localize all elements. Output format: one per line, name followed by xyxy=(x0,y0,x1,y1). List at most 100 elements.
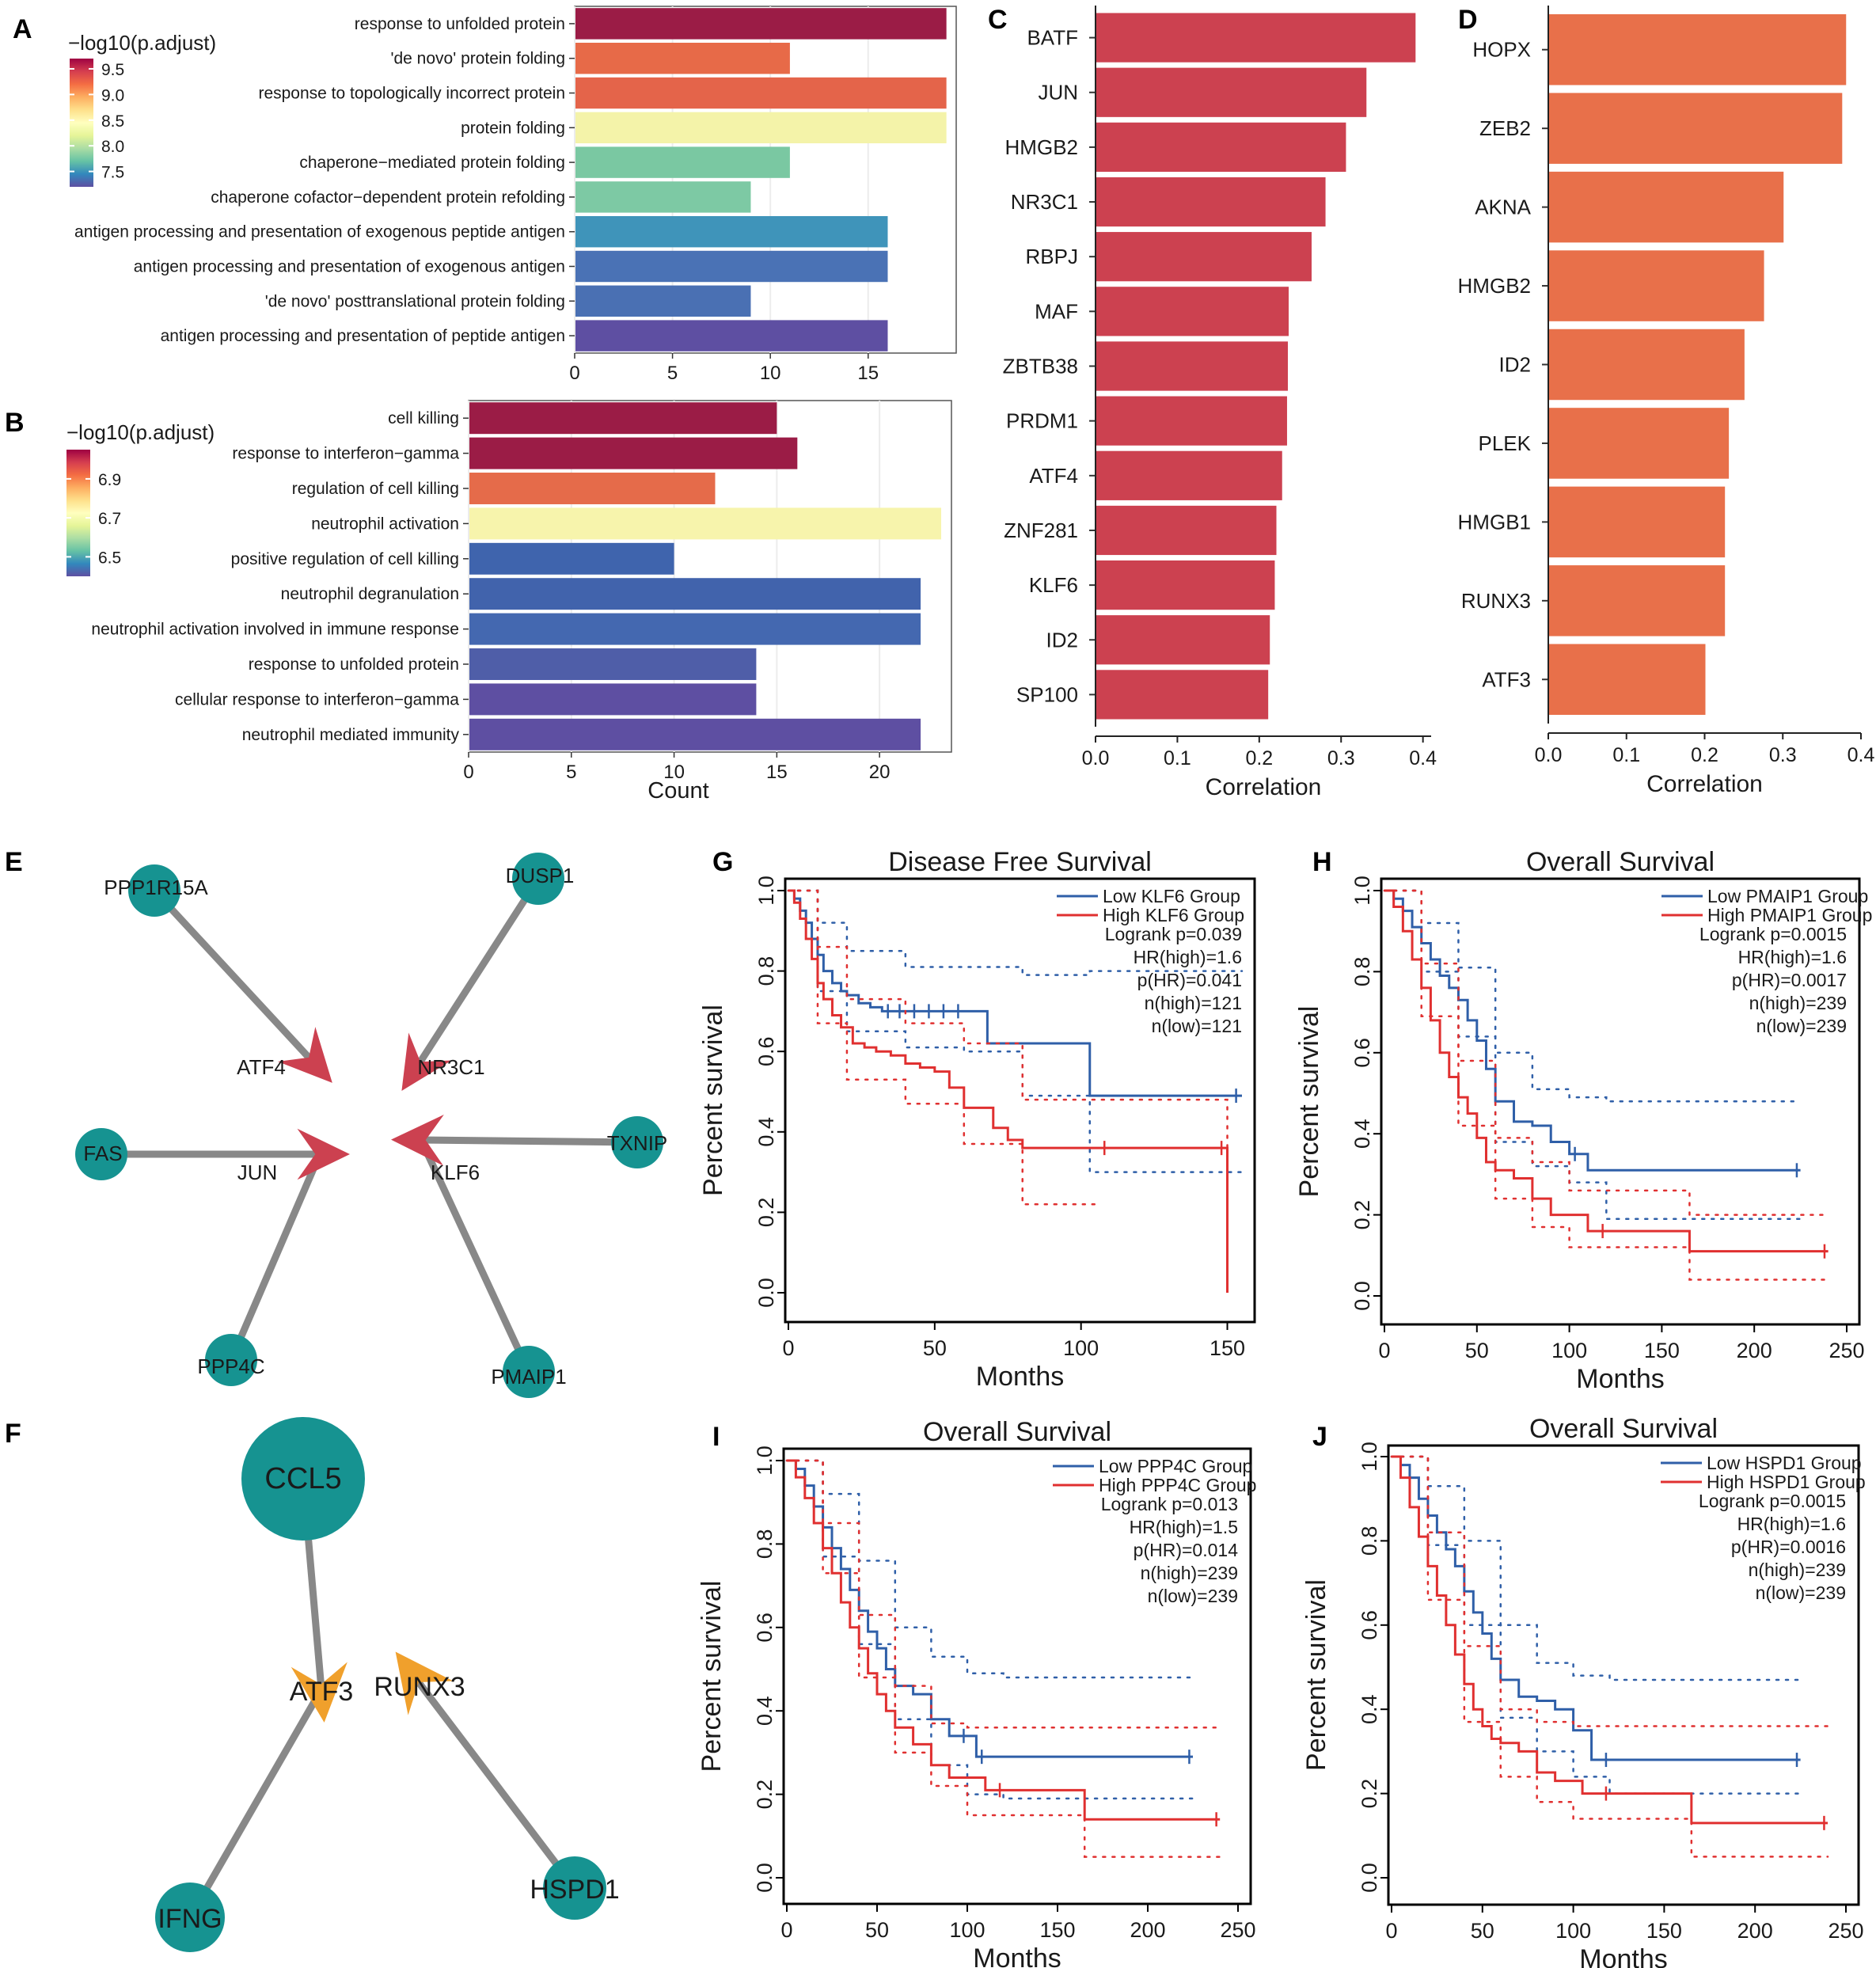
gene-label: ATF4 xyxy=(1029,464,1078,488)
x-tick-label: 10 xyxy=(760,363,781,384)
bar-5 xyxy=(469,542,674,575)
panel-f: CCL5 IFNG HSPD1 ATF3 RUNX3 xyxy=(155,1417,620,1952)
category-label: cell killing xyxy=(388,409,459,427)
legend-title: −log10(p.adjust) xyxy=(68,31,216,55)
plot-frame xyxy=(782,1447,1252,1905)
x-tick-label: 100 xyxy=(1551,1339,1587,1362)
category-label: protein folding xyxy=(461,119,565,137)
x-tick-label: 50 xyxy=(1465,1339,1489,1362)
x-tick-label: 10 xyxy=(663,762,685,783)
y-tick-label: 0.8 xyxy=(1358,1526,1381,1556)
y-axis-label: Percent survival xyxy=(1294,1006,1324,1198)
node-ccl5 xyxy=(241,1417,365,1541)
node-label: RUNX3 xyxy=(374,1672,465,1702)
y-tick-label: 0.6 xyxy=(1350,1038,1374,1068)
bar-4 xyxy=(469,507,942,540)
panel-h: Overall Survival 0 50 100 150 200 250 0.0 0.2 0.4… xyxy=(1294,847,1872,1394)
ci-upper-high xyxy=(1383,889,1829,1216)
panel-a: response to unfolded protein 'de novo' pr… xyxy=(68,6,957,384)
y-tick-label: 0.0 xyxy=(1358,1863,1381,1893)
legend-label: High PMAIP1 Group xyxy=(1707,905,1872,925)
x-tick-label: 50 xyxy=(923,1336,947,1360)
x-tick-label: 5 xyxy=(566,762,576,783)
y-axis-label: Percent survival xyxy=(1301,1579,1331,1771)
x-tick-label: 0 xyxy=(782,1336,794,1360)
x-tick-label: 150 xyxy=(1644,1339,1680,1362)
category-label: antigen processing and presentation of e… xyxy=(74,223,565,241)
x-tick-label: 250 xyxy=(1220,1918,1255,1942)
node-label: PPP4C xyxy=(197,1354,264,1378)
y-tick-label: 0.4 xyxy=(1350,1119,1374,1149)
survival-curve-high xyxy=(1384,889,1829,1253)
x-tick-label: 150 xyxy=(1210,1336,1245,1360)
stat-label: n(low)=239 xyxy=(1148,1586,1238,1606)
bar-batf xyxy=(1096,13,1416,63)
y-tick-label: 0.2 xyxy=(1358,1779,1381,1809)
y-tick-label: 0.0 xyxy=(753,1863,777,1893)
ci-upper-low xyxy=(785,1459,1194,1679)
bar-maf xyxy=(1096,287,1289,336)
bar-id2 xyxy=(1096,615,1270,665)
node-label: IFNG xyxy=(158,1904,222,1934)
category-label: response to interferon−gamma xyxy=(232,445,459,463)
bar-10 xyxy=(469,718,921,750)
stat-label: HR(high)=1.6 xyxy=(1134,947,1242,967)
ci-lower-high xyxy=(1383,889,1829,1281)
survival-curve-low xyxy=(1384,889,1801,1172)
y-tick-label: 1.0 xyxy=(753,1446,777,1476)
edge-txnip-klf6 xyxy=(420,1136,638,1146)
node-ppp1r15a xyxy=(128,864,180,917)
x-axis-label: Months xyxy=(1579,1944,1668,1968)
node-label: ATF3 xyxy=(290,1677,354,1707)
x-axis-label: Months xyxy=(973,1943,1061,1968)
bar-sp100 xyxy=(1096,670,1269,720)
legend-tick-label: 6.9 xyxy=(98,471,121,489)
gene-label: RUNX3 xyxy=(1461,589,1531,613)
bar-hmgb2 xyxy=(1549,250,1764,321)
x-tick-label: 100 xyxy=(1555,1919,1591,1943)
x-tick-label: 0 xyxy=(463,762,473,783)
bar-4 xyxy=(575,112,947,144)
bar-9 xyxy=(469,683,757,716)
gene-label: ZEB2 xyxy=(1479,116,1531,140)
panel-label-e: E xyxy=(5,847,23,877)
bar-1 xyxy=(469,402,777,435)
panel-label-a: A xyxy=(13,14,32,44)
y-tick-label: 1.0 xyxy=(754,876,778,906)
node-klf6 xyxy=(391,1115,444,1166)
category-label: antigen processing and presentation of p… xyxy=(161,327,565,345)
panel-g: Disease Free Survival 0 50 100 150 0.0 0.2 0.4 0… xyxy=(698,847,1256,1392)
gene-label: KLF6 xyxy=(1029,573,1078,597)
y-tick-label: 1.0 xyxy=(1350,876,1374,906)
node-label: PPP1R15A xyxy=(104,876,208,899)
stat-label: p(HR)=0.041 xyxy=(1137,970,1242,990)
panel-label-j: J xyxy=(1312,1422,1327,1452)
gene-label: AKNA xyxy=(1475,196,1531,219)
x-axis-label: Months xyxy=(1576,1364,1665,1394)
x-tick-label: 0.3 xyxy=(1769,744,1797,766)
bar-10 xyxy=(575,320,888,351)
bar-8 xyxy=(469,648,757,680)
stat-label: n(high)=239 xyxy=(1749,1560,1846,1580)
legend-tick-label: 9.5 xyxy=(101,61,124,79)
edge-ifng-atf3 xyxy=(187,1687,325,1920)
node-label: NR3C1 xyxy=(417,1055,484,1079)
legend-tick-label: 8.5 xyxy=(101,112,124,131)
category-label: 'de novo' protein folding xyxy=(390,50,565,68)
edge-ppp4c-jun xyxy=(227,1153,324,1362)
y-axis-label: Percent survival xyxy=(698,1005,728,1196)
node-label: CCL5 xyxy=(264,1462,341,1495)
category-label: regulation of cell killing xyxy=(292,480,459,498)
survival-curve-high xyxy=(788,889,1229,1293)
x-tick-label: 0.0 xyxy=(1535,744,1563,766)
category-label: antigen processing and presentation of e… xyxy=(134,258,565,276)
category-label: response to unfolded protein xyxy=(355,15,565,33)
ci-upper-low xyxy=(1390,1455,1802,1681)
panel-label-d: D xyxy=(1458,5,1478,35)
category-label: neutrophil mediated immunity xyxy=(242,726,460,744)
edge-ppp1r15a-atf4 xyxy=(151,887,315,1064)
bar-3 xyxy=(575,77,947,109)
bar-atf4 xyxy=(1096,450,1282,500)
x-axis-label: Count xyxy=(647,778,708,804)
bar-id2 xyxy=(1549,329,1745,401)
